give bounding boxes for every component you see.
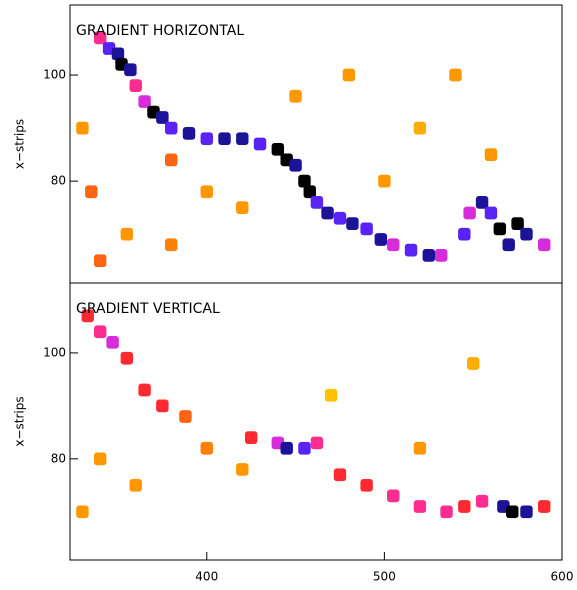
heat-cell bbox=[520, 227, 533, 241]
heat-cell bbox=[463, 206, 476, 220]
heat-cell bbox=[85, 185, 98, 199]
heat-cell bbox=[200, 132, 213, 146]
heat-cell bbox=[253, 137, 267, 151]
heat-cell bbox=[511, 217, 524, 230]
heat-cell bbox=[440, 505, 453, 519]
heat-cell bbox=[333, 468, 347, 482]
heat-cell bbox=[93, 325, 107, 339]
y-tick-label: 100 bbox=[43, 345, 66, 359]
plot-frame bbox=[69, 282, 563, 561]
heat-cell bbox=[138, 95, 151, 108]
heat-cell bbox=[93, 254, 107, 268]
heat-cell bbox=[156, 111, 169, 124]
heat-cell bbox=[378, 174, 391, 188]
heat-cell bbox=[156, 399, 169, 413]
y-tick-label: 80 bbox=[51, 174, 66, 188]
x-tick-label: 400 bbox=[195, 570, 218, 584]
heat-cell bbox=[303, 185, 316, 199]
heat-cell bbox=[475, 195, 489, 209]
heat-cell bbox=[449, 68, 462, 82]
heat-cell bbox=[413, 121, 427, 135]
heat-cell bbox=[310, 436, 324, 450]
heat-cell bbox=[93, 452, 107, 466]
heat-cell bbox=[310, 195, 324, 209]
y-tick-label: 80 bbox=[51, 451, 66, 465]
heat-cell bbox=[475, 494, 489, 508]
y-axis-label: x−strips bbox=[13, 119, 27, 169]
heat-cell bbox=[280, 441, 293, 455]
heat-cell bbox=[179, 410, 192, 423]
y-axis-label: x−strips bbox=[13, 396, 27, 446]
heat-cell bbox=[458, 227, 471, 241]
heat-cell bbox=[182, 127, 196, 140]
heat-cell bbox=[76, 505, 89, 519]
heat-cell bbox=[360, 478, 373, 492]
heat-cell bbox=[404, 243, 418, 257]
heat-cell bbox=[106, 335, 119, 349]
chart-title: GRADIENT VERTICAL bbox=[76, 301, 220, 317]
heat-cell bbox=[236, 463, 249, 476]
heat-cell bbox=[120, 351, 134, 365]
heat-cell bbox=[387, 489, 400, 503]
heat-cell bbox=[298, 441, 311, 455]
heat-cell bbox=[138, 383, 151, 397]
heat-cell bbox=[200, 441, 213, 455]
heat-cell bbox=[342, 68, 356, 82]
heat-cell bbox=[165, 153, 178, 167]
heat-cell bbox=[333, 211, 347, 225]
heat-cell bbox=[298, 174, 311, 188]
heat-cell bbox=[218, 132, 231, 146]
heat-cell bbox=[538, 500, 551, 513]
heat-cell bbox=[466, 357, 480, 370]
heat-cell bbox=[200, 185, 213, 199]
heat-cell bbox=[289, 89, 302, 103]
heat-cell bbox=[81, 309, 94, 323]
heat-cell bbox=[120, 227, 134, 241]
heat-cell bbox=[93, 31, 107, 45]
heat-cell bbox=[321, 206, 334, 220]
heat-cell bbox=[413, 500, 427, 513]
plot-frame bbox=[69, 4, 563, 284]
heat-cell bbox=[360, 222, 373, 236]
heat-cell bbox=[346, 217, 359, 230]
x-tick-label: 600 bbox=[551, 570, 574, 584]
heat-cell bbox=[165, 121, 178, 135]
y-tick-label: 100 bbox=[43, 68, 66, 82]
heat-cell bbox=[422, 249, 436, 262]
heat-cell bbox=[458, 500, 471, 513]
heat-cell bbox=[520, 505, 533, 519]
heat-cell bbox=[244, 431, 258, 445]
heat-cell bbox=[413, 441, 427, 455]
heat-cell bbox=[435, 249, 448, 262]
heat-cell bbox=[271, 142, 285, 156]
heat-cell bbox=[324, 388, 338, 402]
heat-cell bbox=[129, 478, 142, 492]
heat-cell bbox=[484, 206, 498, 220]
heat-cell bbox=[236, 201, 249, 215]
heat-cell bbox=[538, 238, 551, 252]
heat-cell bbox=[289, 158, 302, 172]
x-tick-label: 500 bbox=[373, 570, 396, 584]
heat-cell bbox=[236, 132, 249, 146]
heat-cell bbox=[484, 148, 498, 161]
heat-cell bbox=[493, 222, 507, 236]
heat-cell bbox=[506, 505, 519, 519]
heat-cell bbox=[387, 238, 400, 252]
heat-cell bbox=[76, 121, 89, 135]
heat-cell bbox=[502, 238, 515, 252]
heat-cell bbox=[111, 47, 125, 61]
heat-cell bbox=[374, 233, 388, 246]
heat-cell bbox=[129, 79, 142, 93]
chart-title: GRADIENT HORIZONTAL bbox=[76, 23, 244, 39]
heat-cell bbox=[124, 63, 137, 77]
heat-cell bbox=[165, 238, 178, 252]
